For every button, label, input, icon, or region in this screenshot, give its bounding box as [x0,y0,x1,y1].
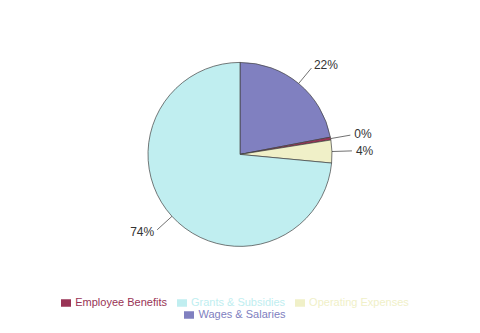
html-text:Operating Expenses: Operating Expenses [309,295,409,308]
svg-text:74%: 74% [130,225,154,239]
html-text:Wages & Salaries: Wages & Salaries [198,307,286,320]
html-text:Employee Benefits: Employee Benefits [75,295,167,308]
svg-text:4%: 4% [356,144,374,158]
svg-text:22%: 22% [314,58,338,72]
svg-text:0%: 0% [354,127,372,141]
html-text:Grants & Subsidies: Grants & Subsidies [190,295,286,308]
